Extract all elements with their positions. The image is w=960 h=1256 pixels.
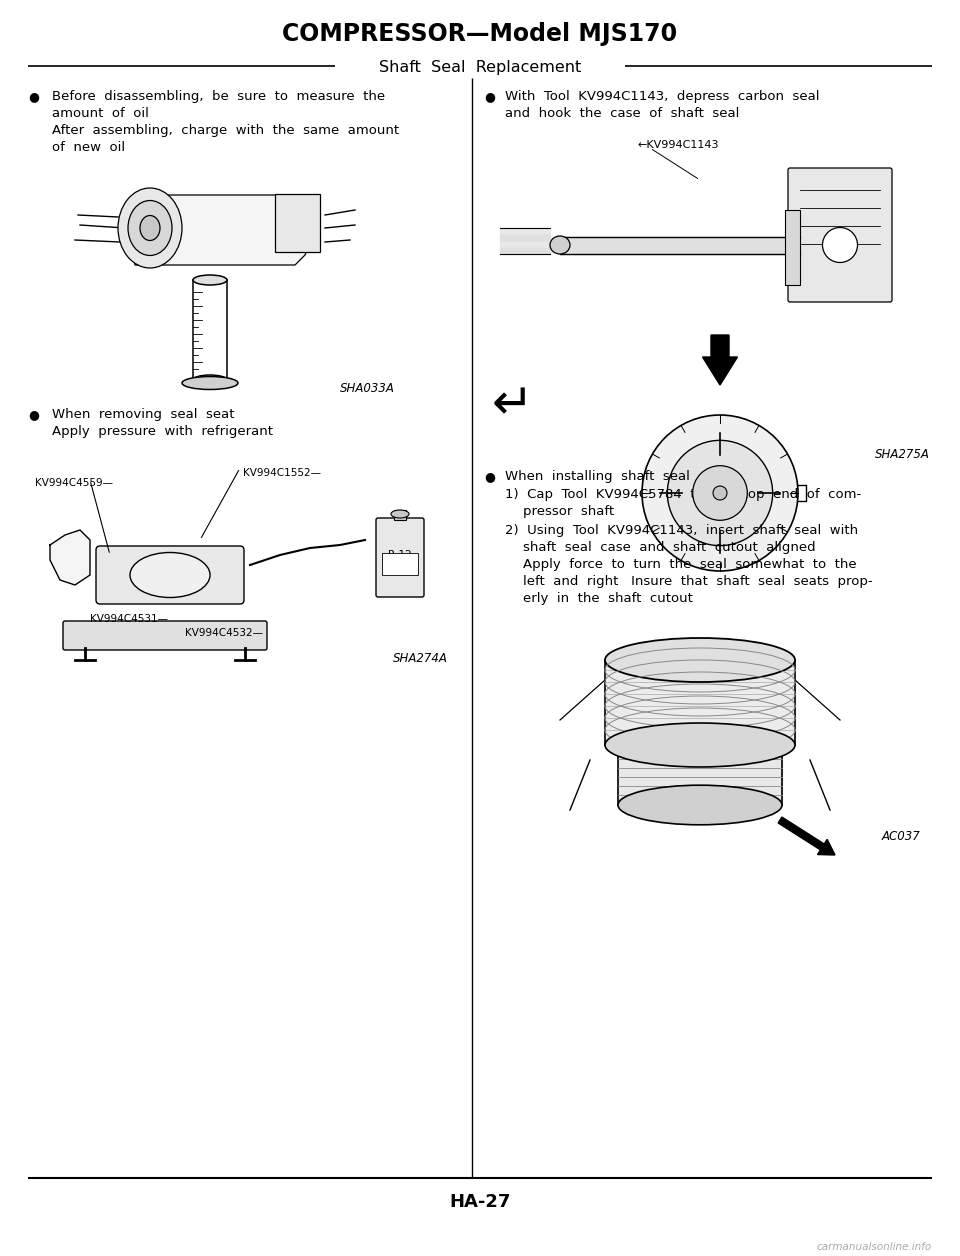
Bar xyxy=(394,510,406,520)
Ellipse shape xyxy=(130,553,210,598)
Text: ↵: ↵ xyxy=(492,381,534,430)
Text: left  and  right   Insure  that  shaft  seal  seats  prop-: left and right Insure that shaft seal se… xyxy=(523,575,873,588)
Text: erly  in  the  shaft  cutout: erly in the shaft cutout xyxy=(523,592,693,605)
Text: and  hook  the  case  of  shaft  seal: and hook the case of shaft seal xyxy=(505,107,739,121)
Text: AC037: AC037 xyxy=(881,830,920,843)
Ellipse shape xyxy=(193,275,227,285)
FancyBboxPatch shape xyxy=(63,620,267,651)
Text: When  removing  seal  seat: When removing seal seat xyxy=(52,408,234,421)
Text: Apply  pressure  with  refrigerant: Apply pressure with refrigerant xyxy=(52,425,273,438)
Text: Apply  force  to  turn  the  seal  somewhat  to  the: Apply force to turn the seal somewhat to… xyxy=(523,558,856,571)
Text: Shaft  Seal  Replacement: Shaft Seal Replacement xyxy=(379,60,581,75)
Text: KV994C4531—: KV994C4531— xyxy=(90,614,168,624)
Text: ●: ● xyxy=(28,408,38,421)
Text: ●: ● xyxy=(28,90,38,103)
Text: COMPRESSOR—Model MJS170: COMPRESSOR—Model MJS170 xyxy=(282,23,678,46)
Text: SHA033A: SHA033A xyxy=(340,382,395,394)
Text: KV994C4559—: KV994C4559— xyxy=(35,479,113,489)
Text: After  assembling,  charge  with  the  same  amount: After assembling, charge with the same a… xyxy=(52,124,399,137)
Text: ●: ● xyxy=(484,90,494,103)
FancyBboxPatch shape xyxy=(96,546,244,604)
Ellipse shape xyxy=(391,510,409,517)
Text: KV994C1552—: KV994C1552— xyxy=(243,468,321,479)
FancyArrow shape xyxy=(779,818,835,855)
Bar xyxy=(275,193,320,252)
Bar xyxy=(382,553,418,575)
Text: SHA274A: SHA274A xyxy=(394,652,448,664)
Bar xyxy=(193,280,227,381)
Ellipse shape xyxy=(823,227,857,263)
FancyBboxPatch shape xyxy=(788,168,892,301)
Ellipse shape xyxy=(193,376,227,386)
Ellipse shape xyxy=(118,188,182,268)
Text: ●: ● xyxy=(484,470,494,484)
Ellipse shape xyxy=(140,216,160,240)
Ellipse shape xyxy=(693,466,747,520)
Ellipse shape xyxy=(182,377,238,389)
Text: Before  disassembling,  be  sure  to  measure  the: Before disassembling, be sure to measure… xyxy=(52,90,385,103)
Text: amount  of  oil: amount of oil xyxy=(52,107,149,121)
Text: 1)  Cap  Tool  KV994C5784  to  the  top  end  of  com-: 1) Cap Tool KV994C5784 to the top end of… xyxy=(505,489,861,501)
Text: 2)  Using  Tool  KV994C1143,  insert  shaft  seal  with: 2) Using Tool KV994C1143, insert shaft s… xyxy=(505,524,858,538)
Text: HA-27: HA-27 xyxy=(449,1193,511,1211)
Text: When  installing  shaft  seal: When installing shaft seal xyxy=(505,470,690,484)
Text: ←KV994C1143: ←KV994C1143 xyxy=(638,139,719,149)
Text: shaft  seal  case  and  shaft  cutout  aligned: shaft seal case and shaft cutout aligned xyxy=(523,541,816,554)
Polygon shape xyxy=(130,195,320,265)
Text: KV994C4532—: KV994C4532— xyxy=(185,628,263,638)
Text: With  Tool  KV994C1143,  depress  carbon  seal: With Tool KV994C1143, depress carbon sea… xyxy=(505,90,820,103)
Text: carmanualsonline.info: carmanualsonline.info xyxy=(817,1242,932,1252)
Ellipse shape xyxy=(605,638,795,682)
Ellipse shape xyxy=(128,201,172,255)
Ellipse shape xyxy=(667,441,773,545)
Bar xyxy=(785,210,800,285)
Ellipse shape xyxy=(605,723,795,767)
Ellipse shape xyxy=(713,486,727,500)
Ellipse shape xyxy=(642,414,798,571)
Text: R-12: R-12 xyxy=(388,550,412,560)
Ellipse shape xyxy=(618,785,782,825)
Ellipse shape xyxy=(550,236,570,254)
Text: SHA275A: SHA275A xyxy=(876,448,930,461)
FancyArrow shape xyxy=(703,335,737,386)
Polygon shape xyxy=(50,530,90,585)
Text: of  new  oil: of new oil xyxy=(52,141,125,154)
Text: pressor  shaft: pressor shaft xyxy=(523,505,614,517)
FancyBboxPatch shape xyxy=(376,517,424,597)
